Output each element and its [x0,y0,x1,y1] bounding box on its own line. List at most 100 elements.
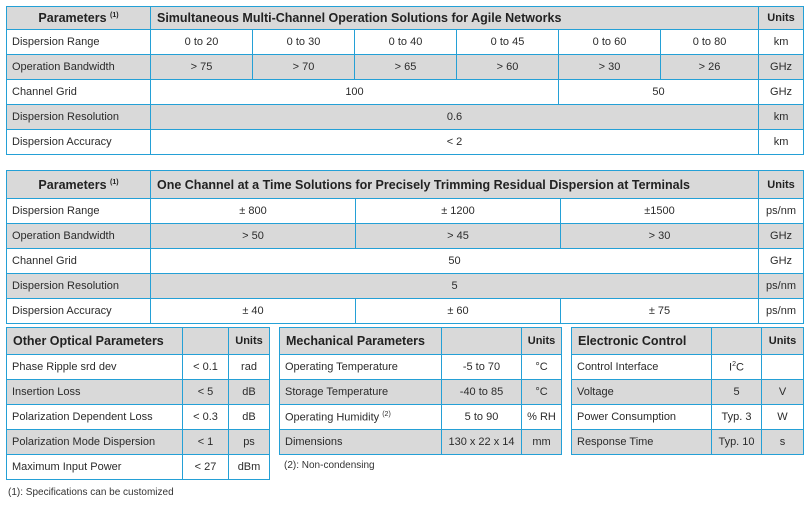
row-label: Storage Temperature [279,379,442,405]
blank-header [441,327,522,355]
cell: ±1500 [559,198,760,224]
cell: > 30 [558,54,661,80]
units-header: Units [758,6,805,30]
cell: 130 x 22 x 14 [441,429,522,455]
unit-cell: km [758,129,805,155]
cell: > 30 [559,223,760,249]
cell: ± 75 [559,298,760,324]
cell: 5 [149,273,760,299]
units-header: Units [228,327,270,355]
cell: < 1 [182,429,229,455]
cell: < 0.3 [182,404,229,430]
table-heading: Simultaneous Multi-Channel Operation Sol… [149,6,760,30]
units-header: Units [761,327,804,355]
parameters-header: Parameters (1) [6,6,151,30]
cell: 50 [149,248,760,274]
cell: > 60 [456,54,559,80]
row-label: Operation Bandwidth [6,223,151,249]
row-label: Insertion Loss [6,379,183,405]
unit-cell: dBm [228,454,270,480]
unit-cell: GHz [758,223,805,249]
units-header: Units [521,327,562,355]
unit-cell: GHz [758,54,805,80]
cell: 0 to 60 [558,29,661,55]
cell: 5 [711,379,762,405]
cell: > 75 [150,54,253,80]
cell: 50 [557,79,760,105]
cell: Typ. 3 [711,404,762,430]
unit-cell: ps/nm [758,198,805,224]
units-header: Units [758,170,805,199]
cell: ± 60 [355,298,561,324]
optical-title: Other Optical Parameters [6,327,183,355]
row-label: Phase Ripple srd dev [6,354,183,380]
row-label: Dispersion Range [6,198,151,224]
unit-cell: dB [228,404,270,430]
parameters-header: Parameters (1) [6,170,151,199]
multi-channel-spec-table: Parameters (1) Simultaneous Multi-Channe… [6,6,805,155]
cell: > 70 [252,54,355,80]
row-label: Dispersion Accuracy [6,298,151,324]
cell: 0 to 30 [252,29,355,55]
cell: 100 [150,79,559,105]
unit-cell: ps/nm [758,298,805,324]
humidity-footnote: (2): Non-condensing [284,460,375,471]
cell: < 0.1 [182,354,229,380]
cell: ± 800 [150,198,356,224]
unit-cell [761,354,804,380]
optical-parameters-table: Other Optical Parameters Units Phase Rip… [6,327,270,480]
mechanical-parameters-table: Mechanical Parameters Units Operating Te… [279,327,562,455]
row-label: Channel Grid [6,248,151,274]
unit-cell: GHz [758,248,805,274]
row-label: Response Time [571,429,712,455]
cell: Typ. 10 [711,429,762,455]
cell: -5 to 70 [441,354,522,380]
unit-cell: km [758,104,805,130]
cell: 5 to 90 [441,404,522,430]
row-label: Dispersion Range [6,29,151,55]
unit-cell: s [761,429,804,455]
cell: I2C [711,354,762,380]
cell: 0.6 [149,104,760,130]
unit-cell: GHz [758,79,805,105]
unit-cell: °C [521,379,562,405]
unit-cell: mm [521,429,562,455]
row-label: Dispersion Resolution [6,273,151,299]
cell: 0 to 20 [150,29,253,55]
mechanical-title: Mechanical Parameters [279,327,442,355]
row-label: Operating Temperature [279,354,442,380]
row-label: Voltage [571,379,712,405]
cell: < 5 [182,379,229,405]
unit-cell: °C [521,354,562,380]
cell: < 27 [182,454,229,480]
single-channel-spec-table: Parameters (1) One Channel at a Time Sol… [6,170,805,324]
blank-header [711,327,762,355]
customization-footnote: (1): Specifications can be customized [8,487,174,498]
unit-cell: V [761,379,804,405]
unit-cell: ps/nm [758,273,805,299]
cell: > 45 [355,223,561,249]
row-label: Operating Humidity (2) [279,404,442,430]
row-label: Polarization Mode Dispersion [6,429,183,455]
unit-cell: W [761,404,804,430]
row-label: Polarization Dependent Loss [6,404,183,430]
cell: > 26 [659,54,760,80]
row-label: Operation Bandwidth [6,54,151,80]
cell: 0 to 80 [659,29,760,55]
cell: < 2 [149,129,760,155]
unit-cell: % RH [521,404,562,430]
cell: ± 40 [150,298,356,324]
cell: 0 to 45 [456,29,559,55]
unit-cell: rad [228,354,270,380]
table-heading: One Channel at a Time Solutions for Prec… [149,170,760,199]
row-label: Control Interface [571,354,712,380]
cell: > 50 [150,223,356,249]
footnote-ref: (2) [382,410,391,418]
cell: 0 to 40 [354,29,457,55]
cell: > 65 [354,54,457,80]
row-label: Maximum Input Power [6,454,183,480]
unit-cell: dB [228,379,270,405]
row-label: Dimensions [279,429,442,455]
row-label: Channel Grid [6,79,151,105]
blank-header [182,327,229,355]
